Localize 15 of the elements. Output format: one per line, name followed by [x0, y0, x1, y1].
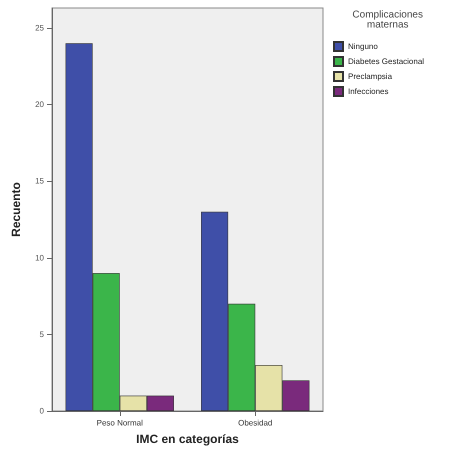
legend-label: Infecciones — [348, 87, 388, 96]
x-tick-label: Obesidad — [238, 418, 272, 428]
y-tick-label: 0 — [40, 406, 45, 416]
y-tick-label: 10 — [35, 253, 45, 262]
y-tick-label: 25 — [35, 23, 45, 32]
y-tick-label: 5 — [40, 330, 45, 339]
x-axis-title: IMC en categorías — [136, 432, 240, 446]
legend-title: Complicaciones maternas — [352, 10, 424, 30]
x-tick-label: Peso Normal — [96, 418, 144, 428]
y-tick-label: 15 — [35, 176, 45, 186]
y-tick-label: 20 — [35, 100, 45, 110]
legend-label: Diabetes Gestacional — [348, 57, 424, 66]
legend-label: Ninguno — [348, 42, 378, 51]
y-axis-title: Recuento — [9, 182, 23, 237]
legend-label: Preclampsia — [348, 72, 393, 81]
